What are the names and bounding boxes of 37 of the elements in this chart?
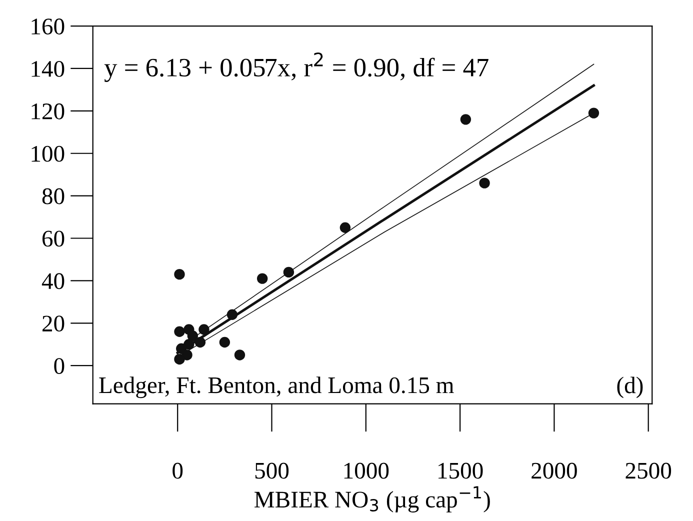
y-tick-label: 80 [42, 188, 64, 204]
point [234, 350, 246, 360]
point [184, 339, 194, 350]
point [194, 336, 206, 348]
point [460, 114, 472, 125]
y-tick-label: 120 [32, 103, 64, 120]
annotation: y = 6.13 + 0.057x, r$^{2}$ = 0.90, df = 47 [104, 52, 488, 82]
point [174, 354, 185, 365]
point [283, 266, 294, 278]
point [174, 268, 185, 280]
point [219, 336, 230, 348]
point [174, 326, 185, 337]
x-tick-label: 0 [172, 462, 183, 479]
point [479, 178, 490, 188]
point [588, 108, 600, 118]
y-tick-label: 160 [32, 18, 64, 34]
point [176, 343, 187, 354]
y-tick-label: 140 [32, 60, 64, 77]
point [182, 350, 192, 360]
point [187, 330, 198, 342]
x-tick-label: 1500 [438, 462, 483, 479]
y-tick-label: 40 [42, 273, 64, 290]
x-tick-label: 1000 [344, 462, 389, 479]
y-tick-label: 20 [42, 316, 64, 332]
point [256, 273, 268, 284]
point [198, 324, 210, 335]
x-tick-label: 2500 [626, 462, 672, 479]
point [226, 309, 238, 320]
y-tick-label: 0 [54, 358, 64, 374]
x-axis-title: MBIER NO$_{3}$ (µg cap$^{−1}$) [254, 486, 490, 512]
annotation: Ledger, Ft. Benton, and Loma 0.15 m [99, 376, 454, 398]
point [340, 222, 351, 233]
y-tick-label: 60 [42, 230, 64, 247]
x-tick-label: 500 [255, 462, 289, 479]
y-tick-label: 100 [32, 146, 64, 162]
x-tick-label: 2000 [532, 462, 577, 479]
annotation: (d) [617, 376, 643, 398]
